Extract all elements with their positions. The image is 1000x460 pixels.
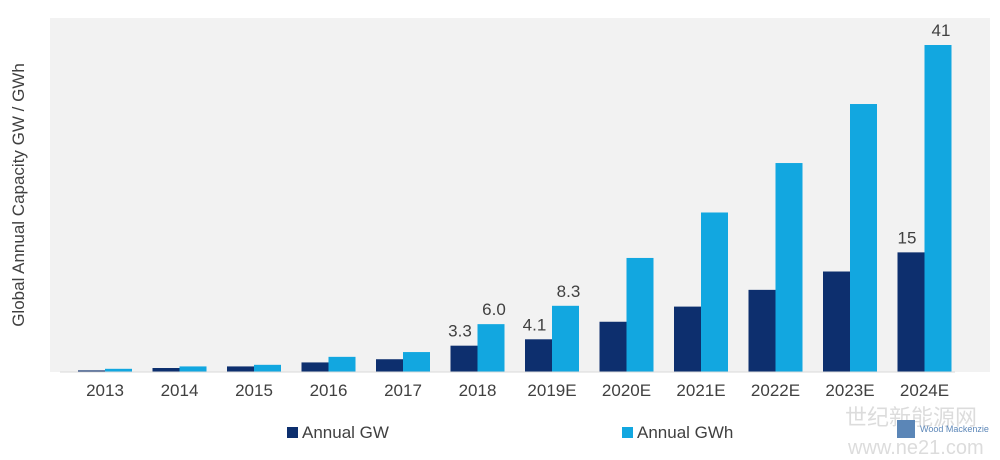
bar-gw-2021E: [674, 306, 701, 372]
bar-gwh-2023E: [850, 104, 877, 373]
x-tick-label-2019E: 2019E: [527, 381, 576, 400]
bar-gwh-2016: [328, 356, 356, 372]
bar-gw-2019E: [525, 339, 552, 372]
bar-gw-2022E: [748, 289, 776, 372]
y-axis-title: Global Annual Capacity GW / GWh: [9, 63, 28, 327]
data-labels-group: 3.3 6.0 4.1 8.3 15 41: [448, 21, 950, 341]
bar-gwh-2015: [254, 364, 281, 372]
data-label-gwh-2024E: 41: [932, 21, 951, 40]
bar-gwh-2018: [477, 324, 505, 372]
bar-gwh-2014: [179, 366, 207, 372]
data-label-gwh-2019E: 8.3: [557, 282, 581, 301]
x-tick-label-2013: 2013: [86, 381, 124, 400]
x-tick-label-2020E: 2020E: [602, 381, 651, 400]
x-tick-label-2018: 2018: [459, 381, 497, 400]
bar-gw-2023E: [823, 271, 850, 372]
bar-gwh-2013: [105, 368, 132, 372]
x-tick-label-2014: 2014: [161, 381, 199, 400]
bar-gwh-2017: [403, 352, 430, 372]
legend-swatch-gwh: [622, 427, 633, 438]
watermark-subtext: Wood Mackenzie: [920, 424, 989, 434]
x-tick-label-2022E: 2022E: [751, 381, 800, 400]
watermark-url: www.ne21.com: [847, 437, 984, 459]
x-tick-label-2016: 2016: [310, 381, 348, 400]
bar-gw-2017: [376, 359, 403, 372]
x-tick-label-2015: 2015: [235, 381, 273, 400]
legend-label-gw: Annual GW: [302, 423, 389, 442]
legend-label-gwh: Annual GWh: [637, 423, 733, 442]
bar-gwh-2019E: [552, 305, 579, 372]
data-label-gw-2019E: 4.1: [523, 315, 547, 334]
bars-group: [78, 45, 952, 373]
x-axis-ticks: 2013 2014 2015 2016 2017 2018 2019E 2020E 2021E 2…: [86, 381, 949, 400]
legend-swatch-gw: [287, 427, 298, 438]
x-tick-label-2024E: 2024E: [900, 381, 949, 400]
legend: Annual GW Annual GWh: [287, 423, 733, 442]
bar-gw-2020E: [599, 321, 627, 372]
bar-gwh-2021E: [701, 212, 728, 372]
bar-gw-2013: [78, 370, 105, 372]
x-tick-label-2023E: 2023E: [825, 381, 874, 400]
x-tick-label-2017: 2017: [384, 381, 422, 400]
bar-gw-2014: [152, 368, 180, 372]
bar-gw-2016: [301, 362, 329, 372]
watermark: 世纪新能源网 Wood Mackenzie www.ne21.com: [845, 405, 989, 459]
x-tick-label-2021E: 2021E: [676, 381, 725, 400]
bar-gw-2018: [450, 345, 478, 372]
bar-gwh-2020E: [626, 257, 654, 372]
bar-gwh-2024E: [924, 45, 952, 372]
data-label-gw-2018: 3.3: [448, 322, 472, 341]
bar-gw-2024E: [897, 252, 925, 372]
data-label-gw-2024E: 15: [898, 228, 917, 247]
watermark-logo-icon: [897, 420, 915, 438]
bar-gw-2015: [227, 366, 254, 372]
data-label-gwh-2018: 6.0: [482, 300, 506, 319]
bar-gwh-2022E: [775, 163, 803, 372]
